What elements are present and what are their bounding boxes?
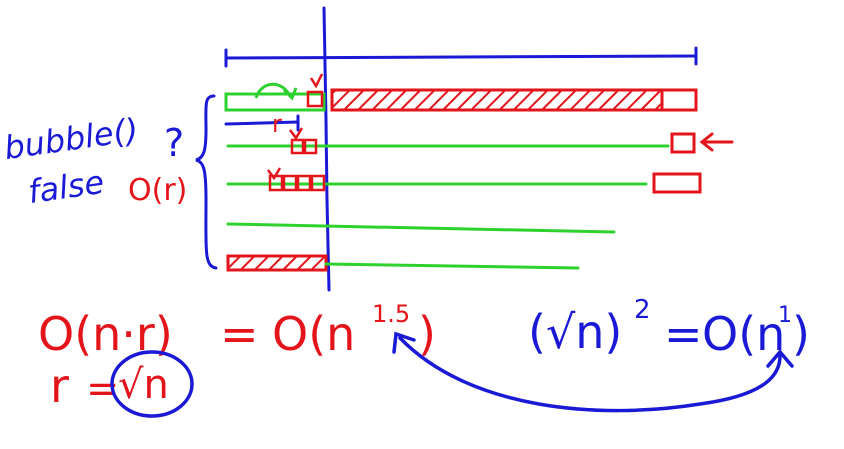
eq-right-rhs-exp: 1 <box>778 303 792 328</box>
row-1 <box>224 73 698 112</box>
sqrt-n-circle <box>110 350 194 418</box>
eq-right-equals: = <box>664 307 703 361</box>
row-3 <box>226 167 702 194</box>
eq-left-rhs-base: O(n <box>272 307 355 361</box>
o-r-label: O(r) <box>128 173 187 208</box>
row-5 <box>226 254 580 272</box>
eq-left-rhs-exp: 1.5 <box>372 300 410 328</box>
eq-left-rhs-close: ) <box>418 307 436 361</box>
row-4 <box>226 222 616 234</box>
curly-brace <box>195 94 218 270</box>
top-span-line <box>224 46 698 68</box>
sqrt-exp: 2 <box>634 295 651 325</box>
eq-left-equals: = <box>220 307 259 361</box>
sqrt-term: (√n) <box>528 305 622 359</box>
r-span <box>224 114 300 132</box>
arrow-left-icon <box>699 132 734 152</box>
r-assign-lhs: r <box>50 359 69 413</box>
r-assign-rhs: √n <box>118 362 169 408</box>
bubble-label: bubble() <box>2 111 141 167</box>
eq-right-rhs-close: ) <box>792 307 810 361</box>
false-label: false <box>26 163 107 211</box>
vertical-divider <box>322 6 331 292</box>
eq-right-rhs-base: O(n <box>702 307 785 361</box>
question-mark: ? <box>164 121 184 165</box>
r-small-label: r <box>272 110 282 138</box>
row-2 <box>226 127 734 155</box>
curved-double-arrow <box>392 331 794 413</box>
